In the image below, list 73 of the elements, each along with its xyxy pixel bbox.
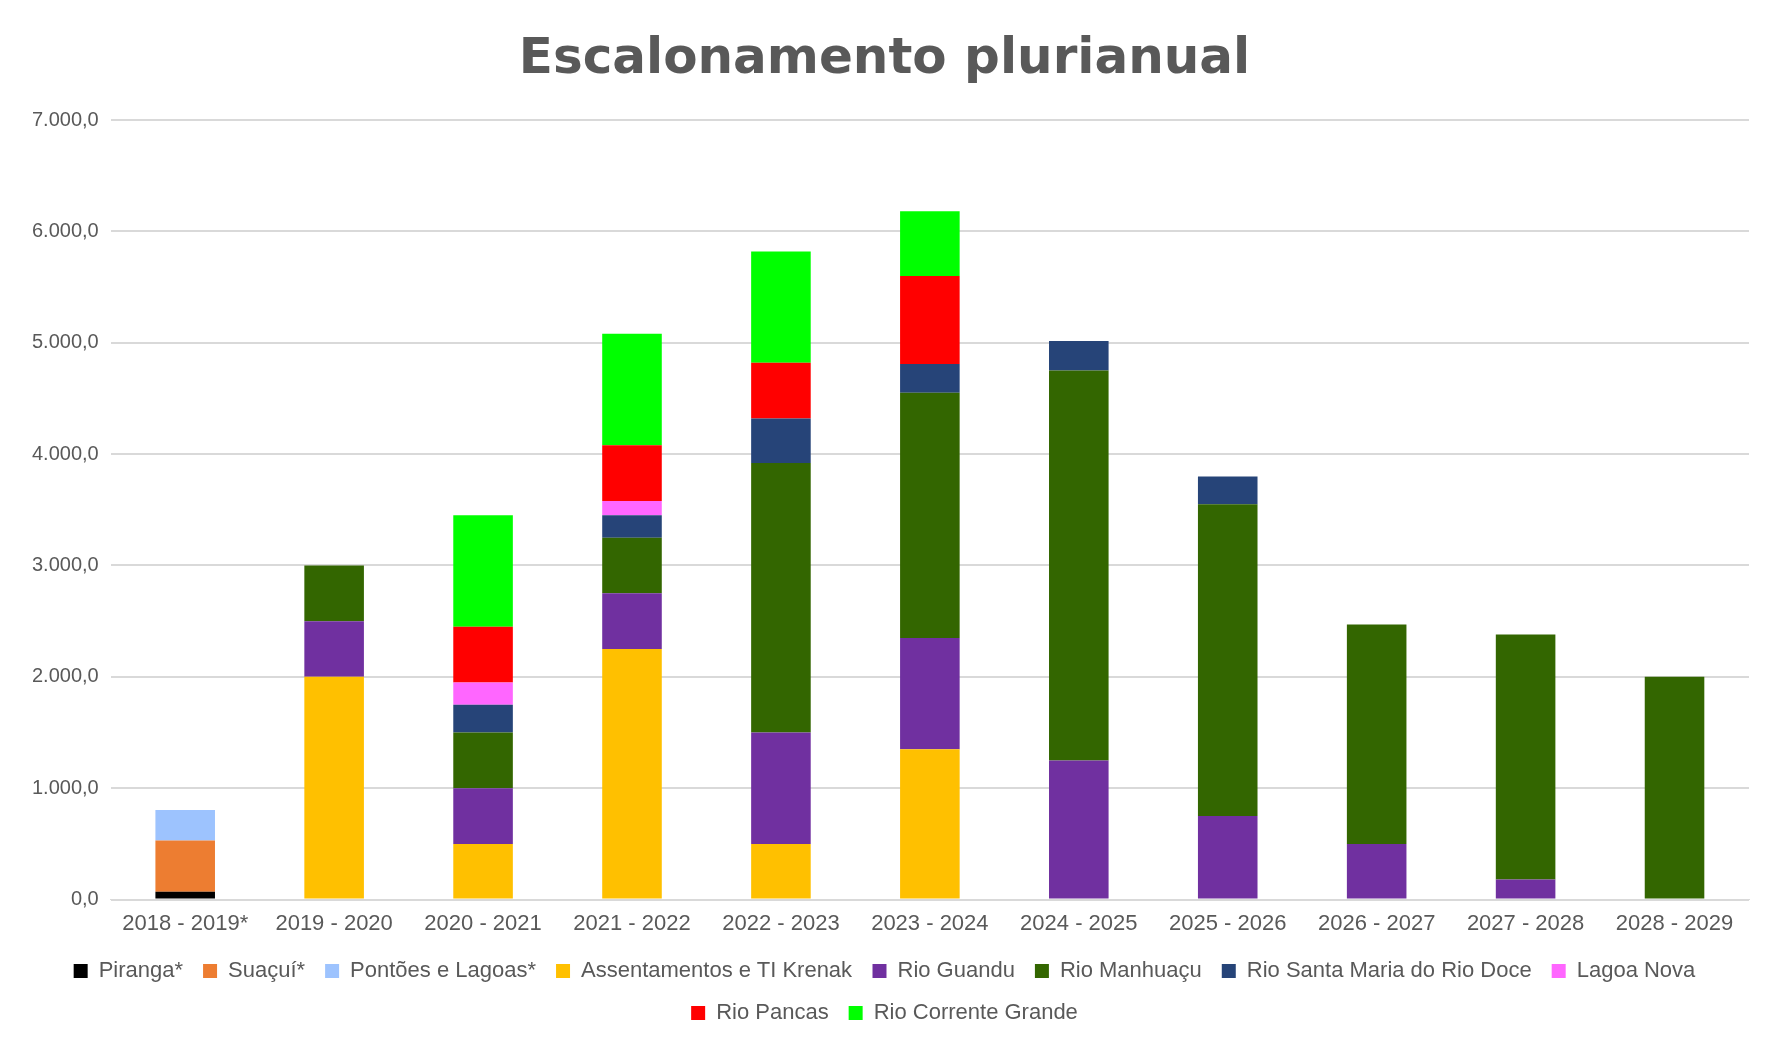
bar [453,843,513,899]
bar [453,682,513,705]
bar [602,593,662,650]
legend-label: Suaçuí* [228,957,306,983]
y-tick-label: 3.000,0 [31,553,99,575]
bar [1495,634,1556,880]
bar [1346,843,1407,899]
bar [1197,816,1258,899]
x-tick-label: 2019 - 2020 [275,909,393,935]
legend-label: Rio Guandu [897,957,1015,983]
bar [602,649,662,899]
legend-label: Rio Santa Maria do Rio Doce [1246,957,1532,983]
bar [1197,504,1258,817]
bar [453,704,513,733]
x-tick-label: 2022 - 2023 [722,909,840,935]
bar [900,637,960,750]
x-tick-label: 2024 - 2025 [1020,909,1138,935]
bar [155,840,215,892]
bar [155,809,215,841]
y-tick-label: 2.000,0 [31,664,99,687]
legend-label: Piranga* [98,957,184,983]
bar [304,565,364,622]
y-tick-label: 7.000,0 [31,107,99,130]
y-tick-label: 0,0 [70,887,99,910]
bar [1644,676,1705,899]
bar [155,891,215,899]
bar [751,463,811,733]
bar [1495,879,1556,899]
bar [453,788,513,844]
y-tick-label: 6.000,0 [31,218,99,241]
bar [304,676,364,899]
x-tick-label: 2027 - 2028 [1466,909,1585,935]
x-tick-label: 2028 - 2029 [1615,909,1734,935]
x-tick-label: 2018 - 2019* [122,909,249,935]
bar [751,843,811,899]
bar [900,211,960,276]
bar [602,500,662,516]
bar [900,363,960,393]
bar [900,275,960,364]
bar [453,515,513,627]
legend-label: Lagoa Nova [1576,957,1697,983]
bar [1049,760,1109,899]
chart-title: Escalonamento plurianual [518,26,1251,85]
x-tick-label: 2025 - 2026 [1169,909,1287,935]
x-tick-label: 2020 - 2021 [424,909,542,935]
bar [751,418,811,464]
legend-label: Rio Pancas [716,999,829,1025]
bar [900,392,960,638]
y-tick-label: 1.000,0 [31,775,99,798]
bar [1197,476,1258,505]
legend-label: Pontões e Lagoas* [350,957,537,983]
bar [1049,341,1109,371]
legend-label: Rio Manhuaçu [1059,957,1202,983]
bar [453,626,513,683]
legend-label: Assentamentos e TI Krenak [581,957,854,983]
y-tick-label: 5.000,0 [31,330,99,353]
bar [751,362,811,419]
bar [602,445,662,501]
bar [304,621,364,677]
legend-label: Rio Corrente Grande [873,999,1078,1025]
bar [751,732,811,844]
bar [602,333,662,446]
bar [751,251,811,363]
bar [1049,370,1109,761]
x-tick-label: 2023 - 2024 [871,909,989,935]
bar [602,537,662,594]
x-tick-label: 2021 - 2022 [573,909,691,935]
bar [900,749,960,899]
y-tick-label: 4.000,0 [31,441,99,464]
bar [602,515,662,538]
bar [453,732,513,789]
bar [1346,624,1407,844]
x-tick-label: 2026 - 2027 [1317,909,1436,935]
